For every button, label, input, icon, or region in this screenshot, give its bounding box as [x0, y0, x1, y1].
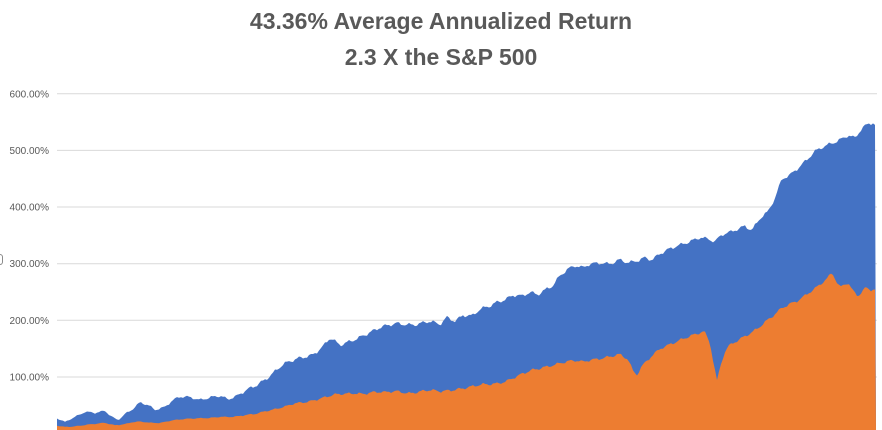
y-tick-label: 500.00% [10, 146, 50, 157]
y-tick-label: 300.00% [10, 259, 50, 270]
y-tick-label: 100.00% [10, 373, 50, 384]
y-tick-label: 400.00% [10, 203, 50, 214]
chart-title-line-1: 43.36% Average Annualized Return [249, 8, 633, 34]
y-axis-tick-labels: 600.00% 500.00% 400.00% 300.00% 200.00% 100.0… [10, 89, 50, 430]
y-tick-label: 200.00% [10, 316, 50, 327]
chart-title: 43.36% Average Annualized Return 2.3 X t… [0, 3, 882, 75]
series-area-sp500-cumulative-return-orange [57, 273, 876, 430]
chart-title-line-2: 2.3 X the S&P 500 [344, 44, 538, 70]
y-tick-label: 600.00% [10, 89, 50, 100]
clipped-axis-title-fragment [0, 254, 3, 265]
